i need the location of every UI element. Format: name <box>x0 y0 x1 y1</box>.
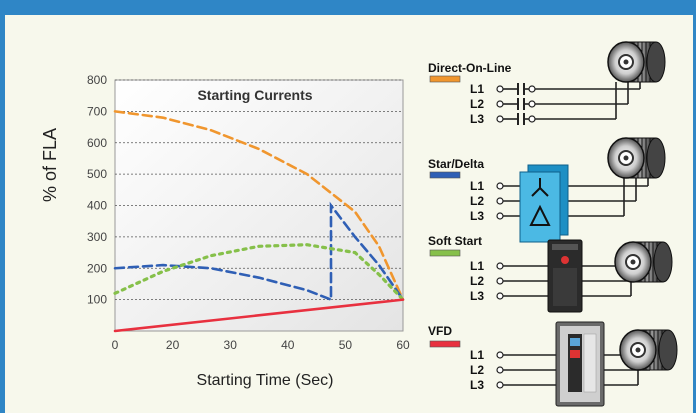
motor-icon <box>607 137 666 179</box>
phase-label: L1 <box>470 348 484 362</box>
svg-text:VFD: VFD <box>428 324 452 338</box>
phase-label: L1 <box>470 82 484 96</box>
phase-label: L2 <box>470 363 484 377</box>
y-tick-label: 600 <box>87 136 107 150</box>
soft-starter-icon <box>547 239 583 313</box>
x-axis-label: Starting Time (Sec) <box>196 372 334 389</box>
terminal-node <box>496 381 504 389</box>
terminal-node <box>496 262 504 270</box>
phase-label: L2 <box>470 194 484 208</box>
x-tick-label: 20 <box>166 338 180 352</box>
phase-label: L2 <box>470 97 484 111</box>
terminal-node <box>496 197 504 205</box>
phase-label: L3 <box>470 378 484 392</box>
legend-vfd: VFD <box>428 324 461 348</box>
phase-label: L1 <box>470 179 484 193</box>
motor-icon <box>619 329 678 371</box>
terminal-node <box>496 100 504 108</box>
y-tick-label: 700 <box>87 104 107 118</box>
legend-star-delta: Star/Delta <box>428 157 484 179</box>
y-tick-label: 400 <box>87 199 107 213</box>
x-tick-label: 30 <box>224 338 238 352</box>
chart-title: Starting Currents <box>197 87 312 103</box>
phase-label: L1 <box>470 259 484 273</box>
x-tick-label: 0 <box>112 338 119 352</box>
terminal-node <box>496 292 504 300</box>
legend-soft-start: Soft Start <box>428 234 482 257</box>
y-tick-label: 100 <box>87 293 107 307</box>
terminal-node <box>496 351 504 359</box>
series-line-star-delta <box>113 201 405 302</box>
phase-label: L3 <box>470 289 484 303</box>
motor-icon <box>614 241 673 283</box>
motor-icon <box>607 41 666 83</box>
svg-text:Star/Delta: Star/Delta <box>428 157 484 171</box>
y-tick-label: 800 <box>87 73 107 87</box>
terminal-node <box>496 212 504 220</box>
phase-label: L2 <box>470 274 484 288</box>
terminal-node <box>496 115 504 123</box>
terminal-node <box>496 85 504 93</box>
star-delta-starter-icon <box>519 164 569 243</box>
series-line-direct-on-line <box>113 110 405 301</box>
terminal-node <box>496 182 504 190</box>
terminal-node <box>496 366 504 374</box>
svg-text:Direct-On-Line: Direct-On-Line <box>428 61 512 75</box>
legend-direct-on-line: Direct-On-Line <box>428 61 512 83</box>
phase-label: L3 <box>470 209 484 223</box>
vfd-drive-icon <box>555 321 605 407</box>
x-tick-label: 40 <box>281 338 295 352</box>
series-line-vfd <box>113 298 405 333</box>
x-tick-label: 60 <box>396 338 410 352</box>
contactor-contacts <box>496 83 536 389</box>
series-line-soft-start <box>113 243 405 302</box>
y-tick-label: 300 <box>87 230 107 244</box>
y-tick-label: 500 <box>87 167 107 181</box>
x-tick-label: 50 <box>339 338 353 352</box>
terminal-node <box>496 277 504 285</box>
svg-text:Soft Start: Soft Start <box>428 234 482 248</box>
phase-label: L3 <box>470 112 484 126</box>
y-tick-label: 200 <box>87 261 107 275</box>
